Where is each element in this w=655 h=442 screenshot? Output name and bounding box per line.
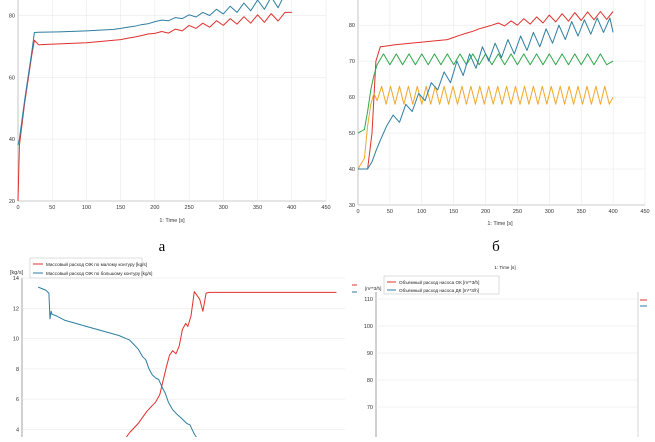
- br-legend-label-2: Объемный расход насоса ДК [m**3/h]: [399, 287, 479, 293]
- tr-series-line-3: [358, 17, 614, 170]
- tl-y-tick-label: 60: [9, 75, 15, 81]
- tr-x-tick-label: 100: [417, 209, 426, 215]
- tr-x-tick-label: 450: [640, 209, 649, 215]
- tr-y-tick-label: 40: [349, 167, 355, 173]
- tr-x-tick-label: 400: [609, 209, 618, 215]
- tr-series-lines: [357, 11, 614, 170]
- bl-gridlines: [22, 277, 345, 430]
- chart-bottom-left: [kg/s] 4 6 8 10 12 14 Массовый расход ОЖ по м…: [10, 257, 381, 438]
- tr-x-tick-label: 350: [577, 209, 586, 215]
- bl-series-line-0: [125, 291, 337, 438]
- tr-y-tick-label: 30: [349, 203, 355, 209]
- tr-x-tick-labels: 0 50 100 150 200 250 300 350 400 450: [356, 209, 649, 215]
- br-gridlines: [376, 298, 638, 408]
- bl-y-tick-label: 6: [16, 397, 19, 403]
- br-legend-box: [383, 275, 500, 295]
- bl-legend-box: [29, 257, 143, 279]
- tl-x-tick-label: 400: [287, 205, 296, 211]
- tl-x-tick-labels: 0 50 100 150 200 250 300 350 400 450: [16, 205, 330, 211]
- br-top-label: 1: Time [s]: [494, 265, 515, 270]
- bl-series-line-1: [38, 286, 197, 438]
- bl-y-tick-label: 4: [16, 427, 19, 433]
- tl-series-lines: [17, 0, 292, 202]
- tr-series-line-1: [357, 53, 614, 134]
- bl-y-tick-labels: 4 6 8 10 12 14: [13, 276, 19, 433]
- br-y-tick-label: 100: [364, 324, 373, 330]
- tl-series-line-0: [17, 11, 292, 202]
- br-y-tick-label: 70: [367, 405, 373, 411]
- caption-a: а: [159, 239, 166, 255]
- caption-b: б: [492, 239, 500, 255]
- tr-x-tick-label: 200: [481, 209, 490, 215]
- tl-x-axis-label: 1: Time [s]: [159, 218, 185, 224]
- tr-series-line-2: [357, 85, 614, 170]
- bl-y-tick-label: 14: [13, 276, 19, 282]
- tl-y-tick-label: 20: [9, 199, 15, 205]
- tr-x-axis-label: 1: Time [s]: [487, 221, 513, 227]
- bl-y-tick-label: 12: [13, 306, 19, 312]
- chart-top-left: 0 50 100 150 200 250 300 350 400 450 20 40 60 80 1: …: [9, 0, 331, 224]
- tr-y-tick-label: 80: [349, 23, 355, 29]
- bl-y-axis-unit: [kg/s]: [10, 270, 24, 276]
- bl-side-legend-unit: [m**3/h]: [365, 286, 381, 291]
- tl-y-tick-labels: 20 40 60 80: [9, 13, 15, 205]
- tr-y-tick-label: 60: [349, 95, 355, 101]
- tl-x-tick-label: 250: [185, 205, 194, 211]
- tl-y-tick-label: 80: [9, 13, 15, 19]
- chart-top-right: 0 50 100 150 200 250 300 350 400 450 30 40 50 60 70 80…: [349, 0, 650, 227]
- tr-y-tick-label: 50: [349, 131, 355, 137]
- tl-gridlines: [17, 0, 327, 202]
- tl-y-tick-label: 40: [9, 137, 15, 143]
- tl-x-tick-label: 350: [253, 205, 262, 211]
- bl-y-tick-label: 10: [13, 337, 19, 343]
- br-y-tick-label: 90: [367, 351, 373, 357]
- tl-series-line-1: [17, 0, 283, 146]
- bl-series-lines: [38, 286, 337, 438]
- bl-legend-label-2: Массовый расход ОЖ по большому контуру […: [46, 270, 152, 276]
- br-y-tick-label: 80: [367, 378, 373, 384]
- tl-x-tick-label: 200: [150, 205, 159, 211]
- br-y-tick-labels: 110 100 90 80 70: [364, 297, 373, 411]
- tr-x-tick-label: 250: [513, 209, 522, 215]
- tr-x-tick-label: 0: [356, 209, 359, 215]
- br-legend-label-1: Объемный расход насоса ОК [m**3/h]: [399, 279, 479, 285]
- tr-x-tick-label: 300: [545, 209, 554, 215]
- tr-x-tick-label: 150: [449, 209, 458, 215]
- tr-series-line-0: [358, 11, 614, 170]
- tr-y-tick-label: 70: [349, 59, 355, 65]
- tl-x-tick-label: 300: [219, 205, 228, 211]
- tl-x-tick-label: 100: [82, 205, 91, 211]
- tl-x-tick-label: 150: [116, 205, 125, 211]
- tl-x-tick-label: 0: [16, 205, 19, 211]
- bl-y-tick-label: 8: [16, 367, 19, 373]
- tl-x-tick-label: 450: [321, 205, 330, 211]
- br-y-tick-label: 110: [364, 297, 373, 303]
- tl-x-tick-label: 50: [49, 205, 55, 211]
- tr-y-tick-labels: 30 40 50 60 70 80: [349, 23, 355, 209]
- bl-legend-label-1: Массовый расход ОЖ по малому контуру [kg…: [46, 261, 147, 267]
- tr-x-tick-label: 50: [387, 209, 393, 215]
- chart-bottom-right: 1: Time [s] Объемный расход насоса ОК [m…: [364, 265, 647, 437]
